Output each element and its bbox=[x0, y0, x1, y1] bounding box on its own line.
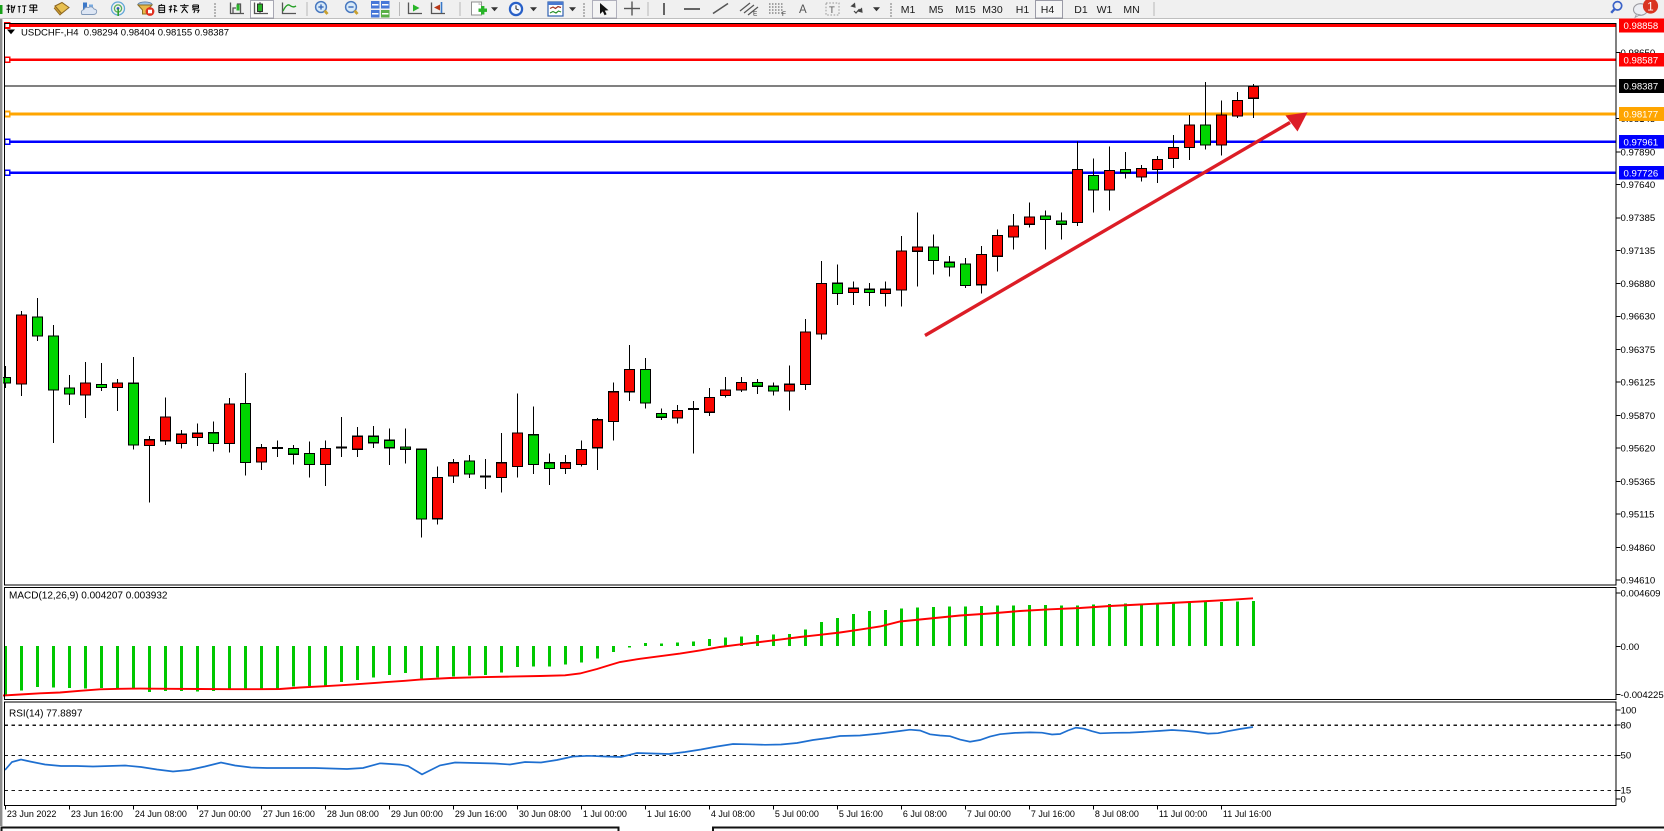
svg-text:0.97726: 0.97726 bbox=[1624, 168, 1659, 179]
svg-text:M1: M1 bbox=[901, 4, 916, 16]
svg-text:4 Jul 08:00: 4 Jul 08:00 bbox=[711, 809, 755, 819]
svg-text:8 Jul 08:00: 8 Jul 08:00 bbox=[1095, 809, 1139, 819]
svg-text:50: 50 bbox=[1621, 751, 1632, 762]
svg-text:29 Jun 00:00: 29 Jun 00:00 bbox=[391, 809, 443, 819]
svg-text:RSI(14) 77.8897: RSI(14) 77.8897 bbox=[9, 709, 83, 720]
svg-text:5 Jul 16:00: 5 Jul 16:00 bbox=[839, 809, 883, 819]
svg-text:80: 80 bbox=[1621, 721, 1632, 732]
svg-text:28 Jun 08:00: 28 Jun 08:00 bbox=[327, 809, 379, 819]
svg-text:0.95115: 0.95115 bbox=[1621, 509, 1655, 520]
svg-text:15: 15 bbox=[1621, 786, 1632, 797]
svg-text:0.97385: 0.97385 bbox=[1621, 213, 1656, 224]
svg-text:11 Jul 16:00: 11 Jul 16:00 bbox=[1223, 809, 1271, 819]
svg-text:H4: H4 bbox=[1041, 4, 1055, 16]
svg-text:0.98387: 0.98387 bbox=[1624, 82, 1659, 93]
svg-text:0.96880: 0.96880 bbox=[1621, 279, 1656, 290]
svg-text:0.96125: 0.96125 bbox=[1621, 378, 1656, 389]
svg-text:7 Jul 00:00: 7 Jul 00:00 bbox=[967, 809, 1011, 819]
svg-text:M15: M15 bbox=[955, 4, 976, 16]
svg-text:E: E bbox=[753, 11, 758, 18]
svg-text:MACD(12,26,9) 0.004207 0.00393: MACD(12,26,9) 0.004207 0.003932 bbox=[9, 591, 168, 602]
svg-text:USDCHF-,H4 0.98294 0.98404 0.: USDCHF-,H4 0.98294 0.98404 0.98155 0.983… bbox=[21, 28, 229, 39]
svg-text:24 Jun 08:00: 24 Jun 08:00 bbox=[135, 809, 187, 819]
svg-text:0.98177: 0.98177 bbox=[1624, 110, 1659, 121]
svg-text:M30: M30 bbox=[982, 4, 1003, 16]
svg-text:6 Jul 08:00: 6 Jul 08:00 bbox=[903, 809, 947, 819]
svg-text:MN: MN bbox=[1123, 4, 1139, 16]
svg-text:23 Jun 16:00: 23 Jun 16:00 bbox=[71, 809, 123, 819]
svg-text:27 Jun 00:00: 27 Jun 00:00 bbox=[199, 809, 251, 819]
svg-text:30 Jun 08:00: 30 Jun 08:00 bbox=[519, 809, 571, 819]
svg-text:T: T bbox=[829, 5, 835, 16]
svg-text:0.97640: 0.97640 bbox=[1621, 180, 1656, 191]
svg-text:27 Jun 16:00: 27 Jun 16:00 bbox=[263, 809, 315, 819]
svg-text:0.00: 0.00 bbox=[1621, 642, 1640, 653]
svg-text:5 Jul 00:00: 5 Jul 00:00 bbox=[775, 809, 819, 819]
svg-text:1 Jul 00:00: 1 Jul 00:00 bbox=[583, 809, 627, 819]
svg-text:0.95620: 0.95620 bbox=[1621, 444, 1656, 455]
svg-text:1 Jul 16:00: 1 Jul 16:00 bbox=[647, 809, 691, 819]
svg-text:0.96375: 0.96375 bbox=[1621, 345, 1656, 356]
svg-text:23 Jun 2022: 23 Jun 2022 bbox=[7, 809, 57, 819]
svg-text:0.98858: 0.98858 bbox=[1624, 21, 1659, 32]
svg-text:11 Jul 00:00: 11 Jul 00:00 bbox=[1159, 809, 1207, 819]
svg-text:0.97135: 0.97135 bbox=[1621, 246, 1656, 257]
svg-text:-0.004225: -0.004225 bbox=[1621, 690, 1664, 701]
svg-text:H1: H1 bbox=[1016, 4, 1030, 16]
svg-text:D1: D1 bbox=[1074, 4, 1088, 16]
svg-text:0.96630: 0.96630 bbox=[1621, 312, 1656, 323]
svg-text:7 Jul 16:00: 7 Jul 16:00 bbox=[1031, 809, 1075, 819]
svg-text:0.97961: 0.97961 bbox=[1624, 137, 1659, 148]
svg-text:0.98587: 0.98587 bbox=[1624, 55, 1659, 66]
svg-text:0.95365: 0.95365 bbox=[1621, 477, 1656, 488]
svg-text:0.95870: 0.95870 bbox=[1621, 411, 1656, 422]
svg-text:0: 0 bbox=[1621, 794, 1626, 805]
svg-text:100: 100 bbox=[1621, 705, 1637, 716]
svg-text:0.97890: 0.97890 bbox=[1621, 147, 1656, 158]
svg-text:F: F bbox=[782, 11, 786, 18]
svg-text:W1: W1 bbox=[1097, 4, 1113, 16]
svg-text:M5: M5 bbox=[929, 4, 944, 16]
svg-text:0.94610: 0.94610 bbox=[1621, 575, 1656, 586]
svg-text:1: 1 bbox=[1647, 1, 1653, 13]
svg-text:29 Jun 16:00: 29 Jun 16:00 bbox=[455, 809, 507, 819]
svg-text:0.94860: 0.94860 bbox=[1621, 543, 1656, 554]
svg-text:A: A bbox=[799, 4, 807, 16]
svg-text:0.004609: 0.004609 bbox=[1621, 588, 1661, 599]
